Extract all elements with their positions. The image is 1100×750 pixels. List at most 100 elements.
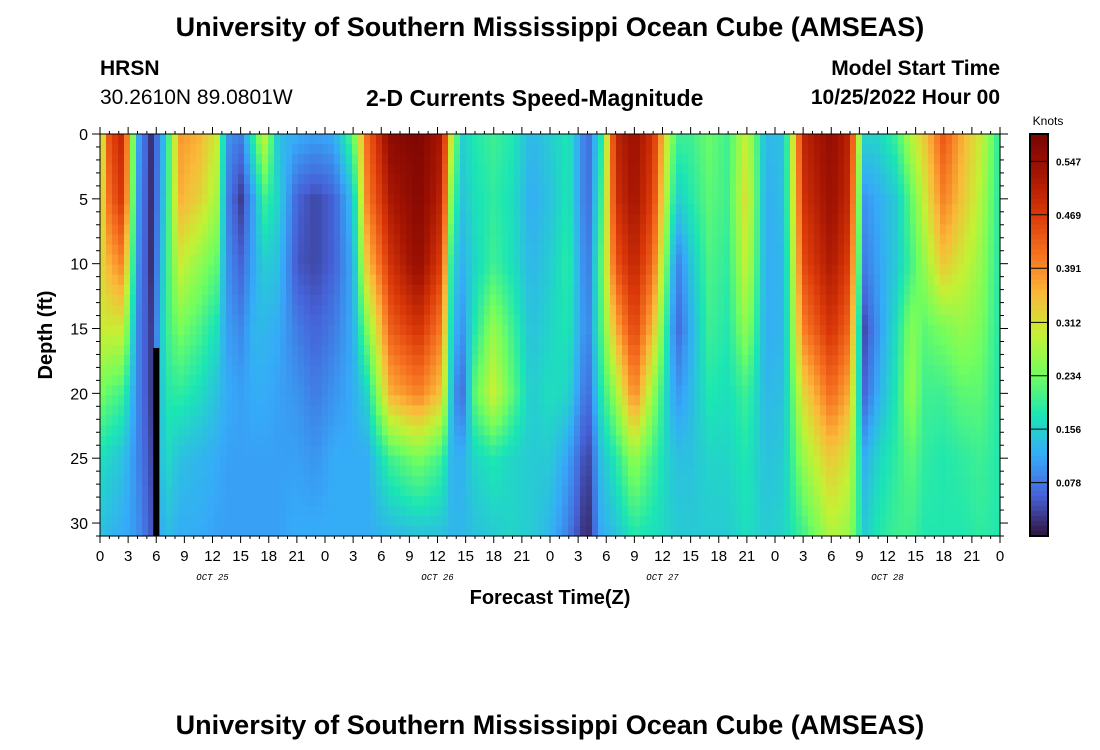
heatmap-cell xyxy=(352,415,359,427)
heatmap-cell xyxy=(460,294,467,306)
heatmap-cell xyxy=(430,475,437,487)
heatmap-cell xyxy=(478,365,485,376)
heatmap-cell xyxy=(190,395,197,406)
heatmap-cell xyxy=(226,134,233,145)
heatmap-cell xyxy=(364,415,371,427)
heatmap-cell xyxy=(484,284,491,296)
heatmap-cell xyxy=(424,425,431,437)
heatmap-cell xyxy=(292,445,299,457)
heatmap-cell xyxy=(796,274,803,286)
heatmap-cell xyxy=(268,164,275,175)
heatmap-cell xyxy=(412,485,419,497)
heatmap-cell xyxy=(166,495,173,507)
heatmap-cell xyxy=(376,445,383,457)
heatmap-cell xyxy=(130,284,137,296)
heatmap-cell xyxy=(148,505,155,517)
heatmap-cell xyxy=(388,274,395,286)
heatmap-cell xyxy=(508,365,515,376)
heatmap-cell xyxy=(706,294,713,306)
heatmap-cell xyxy=(586,304,593,316)
heatmap-cell xyxy=(532,274,539,286)
heatmap-cell xyxy=(214,304,221,316)
heatmap-cell xyxy=(826,274,833,286)
heatmap-cell xyxy=(124,465,131,477)
heatmap-cell xyxy=(724,214,731,226)
heatmap-cell xyxy=(700,224,707,236)
heatmap-cell xyxy=(760,465,767,477)
heatmap-cell xyxy=(526,505,533,517)
heatmap-cell xyxy=(490,174,497,185)
heatmap-cell xyxy=(520,375,527,386)
heatmap-cell xyxy=(730,324,737,336)
heatmap-cell xyxy=(424,324,431,336)
heatmap-cell xyxy=(718,395,725,406)
heatmap-cell xyxy=(160,335,167,346)
heatmap-cell xyxy=(226,254,233,266)
heatmap-cell xyxy=(232,395,239,406)
heatmap-cell xyxy=(484,515,491,527)
heatmap-cell xyxy=(640,515,647,527)
heatmap-cell xyxy=(184,164,191,175)
heatmap-cell xyxy=(232,415,239,427)
heatmap-cell xyxy=(604,304,611,316)
heatmap-cell xyxy=(478,385,485,396)
heatmap-cell xyxy=(652,455,659,467)
heatmap-cell xyxy=(160,445,167,457)
heatmap-cell xyxy=(754,455,761,467)
heatmap-cell xyxy=(808,505,815,517)
heatmap-cell xyxy=(700,274,707,286)
heatmap-cell xyxy=(514,144,521,155)
heatmap-cell xyxy=(538,294,545,306)
heatmap-cell xyxy=(472,184,479,195)
heatmap-cell xyxy=(748,505,755,517)
heatmap-cell xyxy=(190,425,197,437)
heatmap-cell xyxy=(346,345,353,356)
heatmap-cell xyxy=(220,214,227,226)
heatmap-cell xyxy=(652,475,659,487)
heatmap-cell xyxy=(802,184,809,195)
heatmap-cell xyxy=(166,345,173,356)
heatmap-cell xyxy=(322,375,329,386)
heatmap-cell xyxy=(184,294,191,306)
heatmap-cell xyxy=(154,174,161,185)
heatmap-cell xyxy=(766,264,773,276)
heatmap-cell xyxy=(442,375,449,386)
heatmap-cell xyxy=(298,134,305,145)
heatmap-cell xyxy=(616,194,623,205)
heatmap-cell xyxy=(148,204,155,215)
heatmap-cell xyxy=(202,214,209,226)
heatmap-cell xyxy=(622,234,629,246)
heatmap-cell xyxy=(460,134,467,145)
heatmap-cell xyxy=(526,324,533,336)
heatmap-cell xyxy=(160,475,167,487)
heatmap-cell xyxy=(568,324,575,336)
heatmap-cell xyxy=(682,395,689,406)
heatmap-cell xyxy=(556,375,563,386)
heatmap-cell xyxy=(604,324,611,336)
heatmap-cell xyxy=(394,395,401,406)
heatmap-cell xyxy=(256,184,263,195)
heatmap-cell xyxy=(304,314,311,326)
heatmap-cell xyxy=(574,274,581,286)
heatmap-cell xyxy=(394,455,401,467)
heatmap-cell xyxy=(202,194,209,205)
heatmap-cell xyxy=(730,304,737,316)
heatmap-cell xyxy=(838,194,845,205)
heatmap-cell xyxy=(232,274,239,286)
heatmap-cell xyxy=(352,445,359,457)
heatmap-cell xyxy=(364,455,371,467)
heatmap-cell xyxy=(322,284,329,296)
heatmap-cell xyxy=(100,465,107,477)
heatmap-cell xyxy=(568,214,575,226)
heatmap-cell xyxy=(244,254,251,266)
heatmap-cell xyxy=(298,415,305,427)
heatmap-cell xyxy=(202,234,209,246)
heatmap-cell xyxy=(466,445,473,457)
heatmap-cell xyxy=(610,465,617,477)
heatmap-cell xyxy=(172,485,179,497)
heatmap-cell xyxy=(748,415,755,427)
heatmap-cell xyxy=(244,274,251,286)
heatmap-cell xyxy=(742,254,749,266)
heatmap-cell xyxy=(196,515,203,527)
heatmap-cell xyxy=(334,204,341,215)
